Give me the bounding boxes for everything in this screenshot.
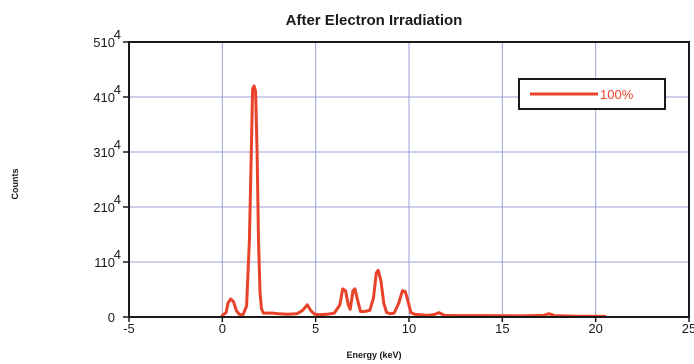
legend-series-label: 100%: [600, 87, 634, 102]
y-tick-label: 110: [94, 255, 115, 270]
x-tick-label: 25: [682, 321, 694, 336]
y-tick-exponent: 4: [114, 247, 121, 262]
series-line-0: [220, 84, 607, 318]
x-tick-label: 5: [312, 321, 319, 336]
x-tick-label: -5: [123, 321, 135, 336]
x-tick-label: 20: [588, 321, 602, 336]
y-tick-exponent: 4: [114, 82, 121, 97]
y-tick-exponent: 4: [114, 27, 121, 42]
y-tick-label: 510: [93, 35, 115, 50]
y-tick-label: 310: [93, 145, 115, 160]
y-tick-exponent: 4: [114, 192, 121, 207]
y-tick-label: 210: [93, 200, 115, 215]
x-tick-label: 10: [402, 321, 416, 336]
x-tick-label: 15: [495, 321, 509, 336]
x-tick-label: 0: [219, 321, 226, 336]
y-tick-label: 410: [93, 90, 115, 105]
y-axis-label: Counts: [10, 169, 20, 200]
chart-title: After Electron Irradiation: [286, 12, 463, 29]
legend: 100%: [518, 78, 666, 110]
x-axis-label: Energy (keV): [346, 350, 401, 360]
series-layer: [220, 84, 607, 318]
y-tick-exponent: 4: [114, 137, 121, 152]
y-tick-label: 0: [108, 310, 115, 325]
